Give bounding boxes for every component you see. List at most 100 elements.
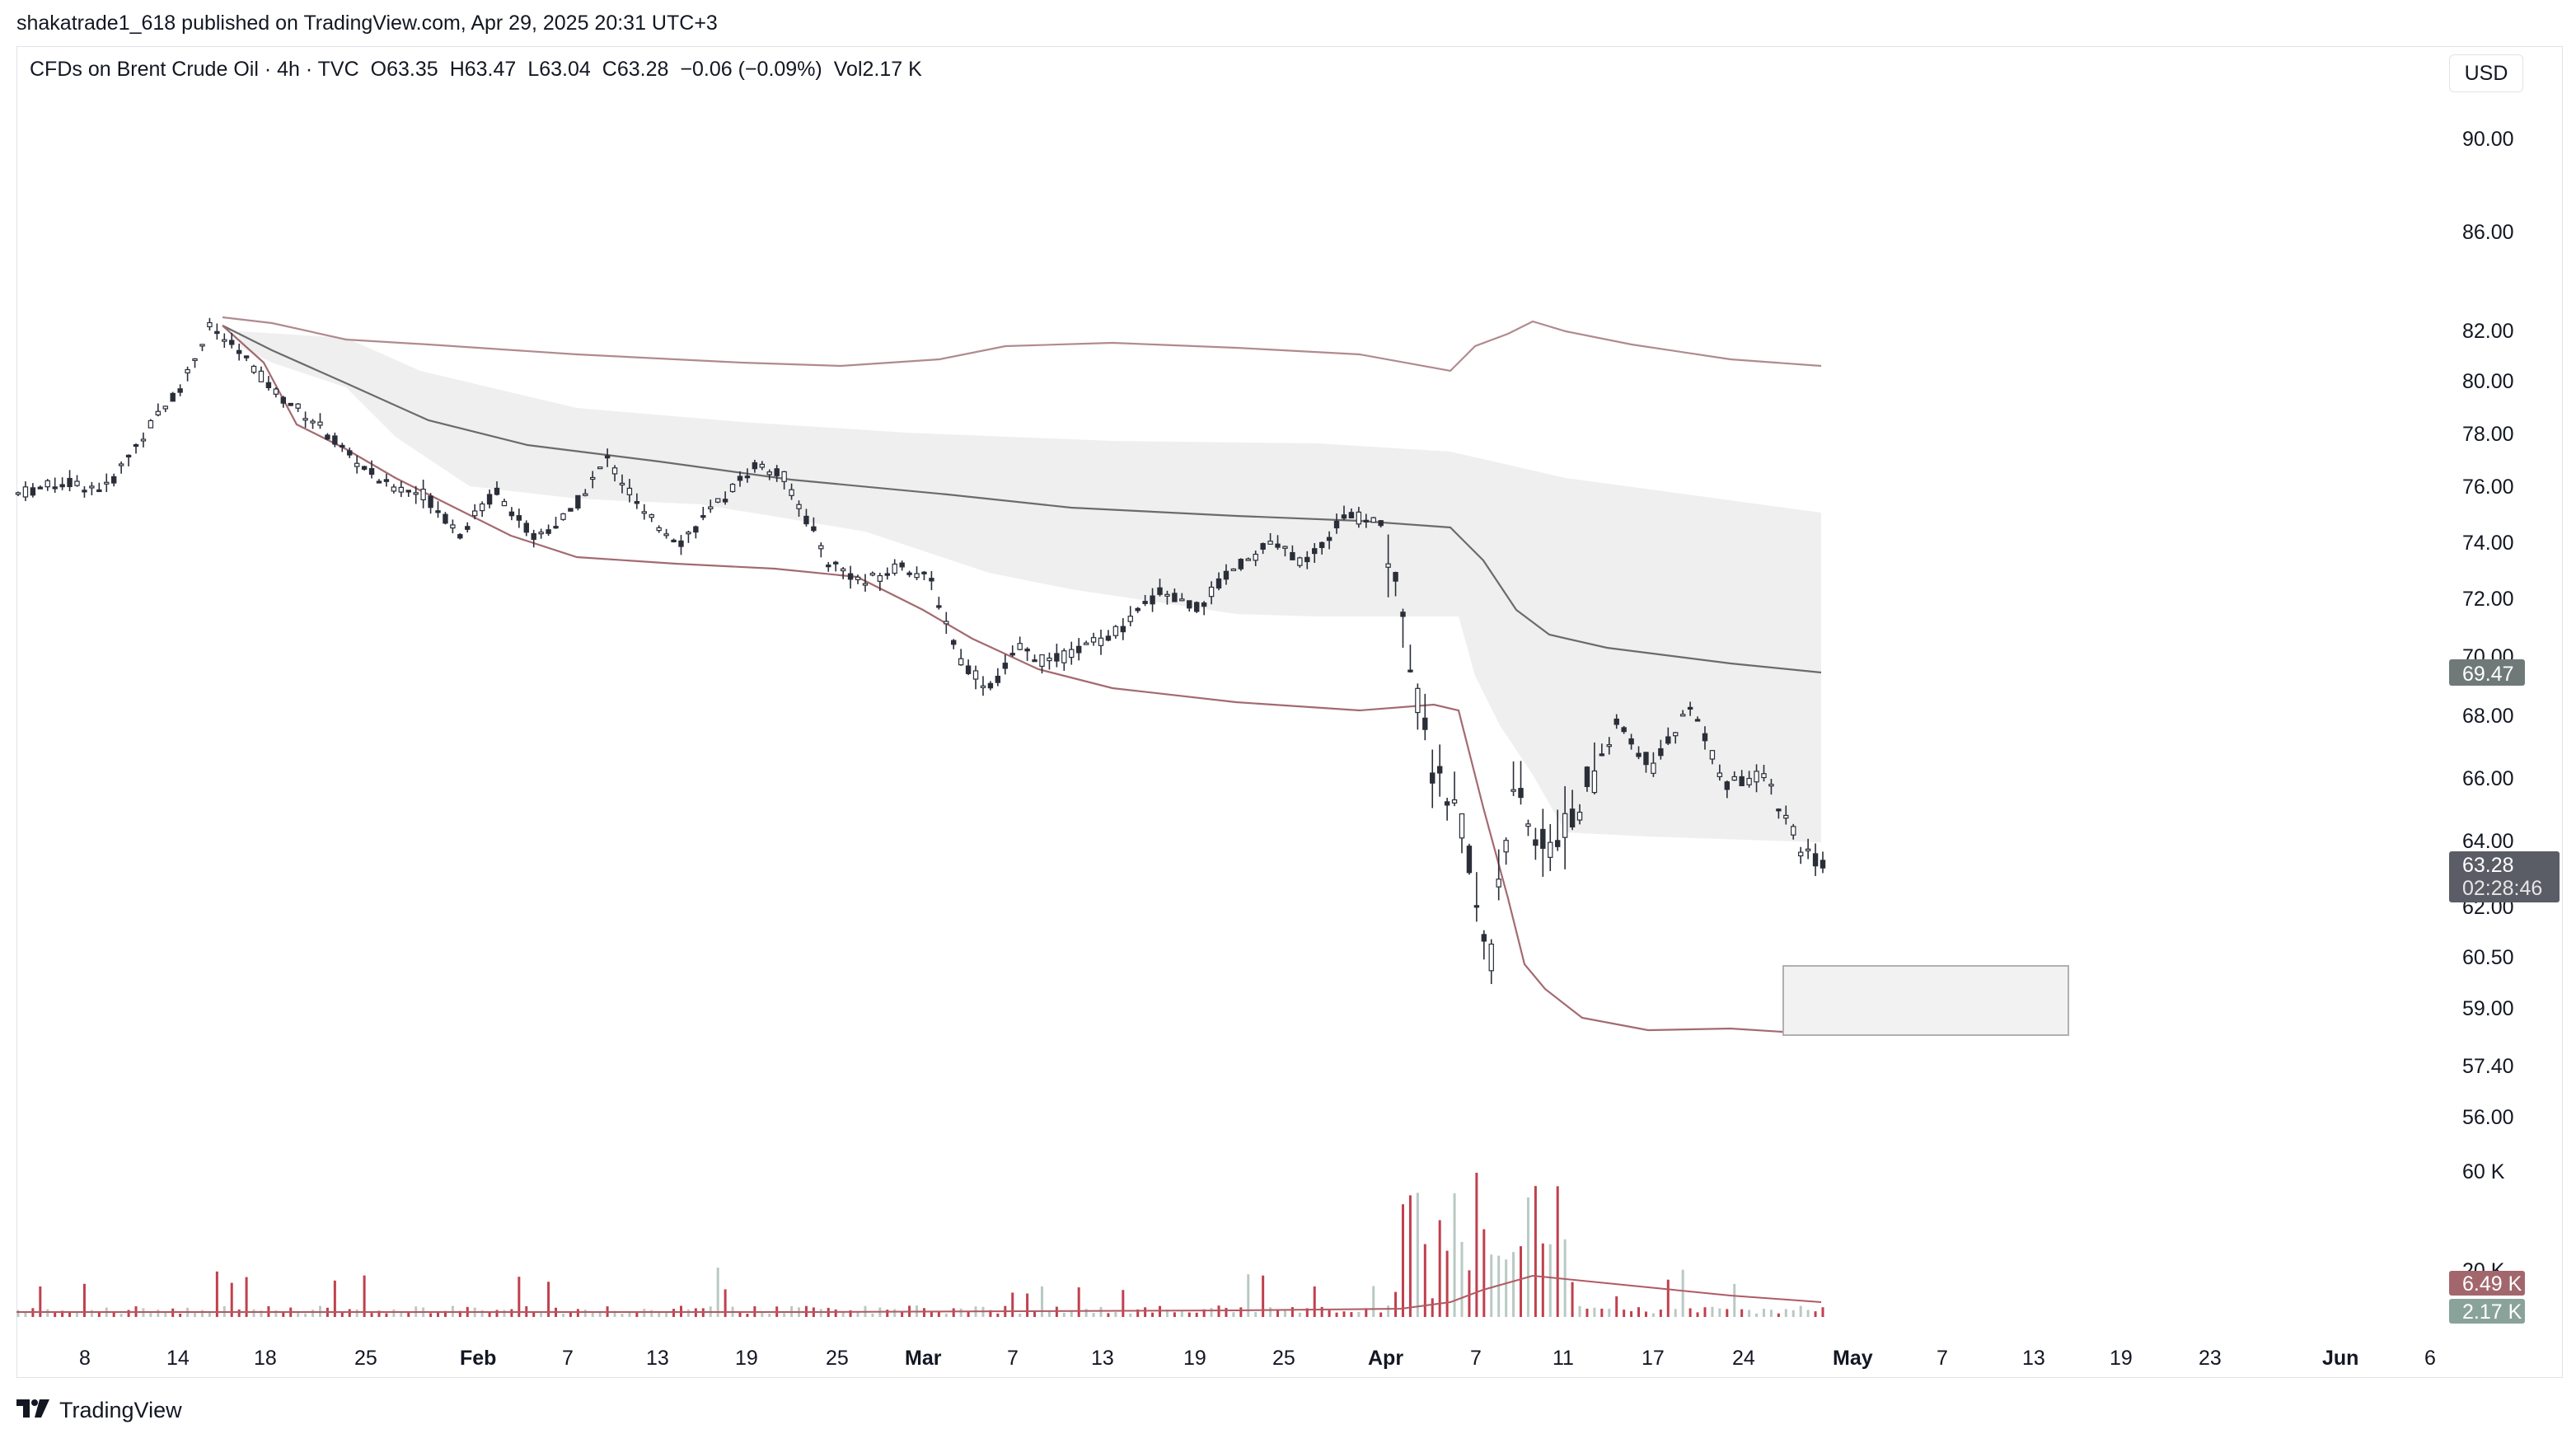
candle-body xyxy=(789,489,794,496)
volume-bar xyxy=(959,1308,962,1317)
volume-bar xyxy=(164,1311,167,1317)
candle-body xyxy=(258,370,265,382)
candle-body xyxy=(1481,934,1487,942)
volume-bar xyxy=(1666,1279,1670,1317)
volume-bar xyxy=(1225,1308,1228,1317)
candle-body xyxy=(457,534,463,539)
volume-bar xyxy=(569,1312,572,1317)
candle-body xyxy=(162,405,168,410)
volume-series xyxy=(16,1173,1824,1317)
candle-body xyxy=(1230,568,1237,572)
volume-bar xyxy=(304,1313,307,1317)
volume-bar xyxy=(495,1310,499,1317)
volume-value: Vol2.17 K xyxy=(833,58,922,81)
volume-bar xyxy=(1784,1309,1787,1317)
y-tick: 74.00 xyxy=(2462,532,2514,555)
candle-body xyxy=(752,462,758,470)
volume-bar xyxy=(1718,1308,1721,1317)
volume-bar xyxy=(1187,1312,1191,1317)
candle-body xyxy=(1651,762,1656,774)
candle-body xyxy=(855,576,861,580)
target-zone-box[interactable] xyxy=(1782,965,2069,1036)
candle-body xyxy=(1746,777,1752,785)
y-tick: 76.00 xyxy=(2462,476,2514,499)
candle-body xyxy=(546,529,551,534)
candle-body xyxy=(1761,773,1767,779)
volume-bar xyxy=(1070,1310,1073,1317)
volume-bar xyxy=(1173,1312,1176,1317)
candle-body xyxy=(1385,563,1391,568)
x-tick: 7 xyxy=(562,1347,574,1370)
volume-bar xyxy=(311,1310,315,1317)
volume-bar xyxy=(1548,1244,1552,1317)
volume-bar xyxy=(24,1311,27,1317)
candle-body xyxy=(626,487,633,495)
volume-bar xyxy=(458,1310,461,1317)
candle-body xyxy=(847,573,854,580)
volume-bar xyxy=(157,1310,160,1317)
candle-body xyxy=(383,479,390,482)
tradingview-brand[interactable]: TradingView xyxy=(16,1396,182,1424)
candle-body xyxy=(1525,823,1531,827)
candle-body xyxy=(317,421,323,426)
price-axis[interactable]: 90.00 86.00 82.00 80.00 78.00 76.00 74.0… xyxy=(2462,128,2514,1282)
candle-body xyxy=(89,485,95,489)
candle-body xyxy=(22,486,29,498)
volume-bar xyxy=(1262,1275,1265,1317)
candle-body xyxy=(671,539,677,543)
volume-bar xyxy=(215,1271,218,1317)
candle-body xyxy=(869,572,876,576)
candle-body xyxy=(486,494,493,505)
volume-bar xyxy=(149,1313,152,1317)
candle-body xyxy=(611,467,618,475)
candle-body xyxy=(1105,635,1112,641)
volume-bar xyxy=(628,1311,631,1317)
x-tick-month: May xyxy=(1833,1347,1873,1370)
volume-bar xyxy=(488,1311,491,1317)
candle-body xyxy=(214,330,220,335)
candle-body xyxy=(52,486,58,490)
candle-body xyxy=(714,498,721,503)
candle-body xyxy=(74,480,80,486)
candle-body xyxy=(965,665,972,674)
volume-bar xyxy=(635,1311,639,1317)
candle-body xyxy=(892,563,897,574)
candle-body xyxy=(1164,593,1170,597)
candle-body xyxy=(1614,718,1619,725)
x-tick: 6 xyxy=(2424,1347,2436,1370)
symbol-title[interactable]: CFDs on Brent Crude Oil · 4h · TVC xyxy=(30,58,359,81)
currency-selector[interactable]: USD xyxy=(2449,54,2523,92)
candle-body xyxy=(340,444,345,448)
symbol-legend: CFDs on Brent Crude Oil · 4h · TVC O63.3… xyxy=(30,58,934,82)
volume-bar xyxy=(1416,1193,1419,1317)
candle-body xyxy=(811,526,817,532)
candle-body xyxy=(995,675,1001,683)
time-axis[interactable]: 8 14 18 25 Feb 7 13 19 25 Mar 7 13 19 25… xyxy=(79,1347,2436,1370)
volume-bar xyxy=(1062,1312,1066,1317)
candle-body xyxy=(1496,879,1501,888)
candle-body xyxy=(82,490,87,493)
chart-frame[interactable] xyxy=(16,46,2563,1378)
volume-bar xyxy=(400,1313,403,1317)
volume-bar xyxy=(561,1313,564,1317)
y-tick: 66.00 xyxy=(2462,767,2514,790)
candle-body xyxy=(118,463,124,466)
volume-bar xyxy=(1821,1307,1824,1317)
candle-body xyxy=(1805,848,1811,851)
volume-bar xyxy=(1791,1310,1795,1317)
candle-body xyxy=(722,499,728,503)
candle-body xyxy=(1194,602,1200,612)
volume-bar xyxy=(82,1283,86,1317)
candle-body xyxy=(987,682,994,689)
volume-bar xyxy=(893,1309,897,1317)
candle-body xyxy=(1054,653,1060,662)
candle-body xyxy=(30,487,36,496)
candle-body xyxy=(273,388,279,395)
x-tick-month: Jun xyxy=(2322,1347,2358,1370)
candle-body xyxy=(1047,657,1052,662)
candle-body xyxy=(222,339,227,342)
candle-body xyxy=(111,476,117,484)
volume-ma-tag xyxy=(2449,1271,2525,1296)
volume-bar xyxy=(1460,1241,1464,1317)
